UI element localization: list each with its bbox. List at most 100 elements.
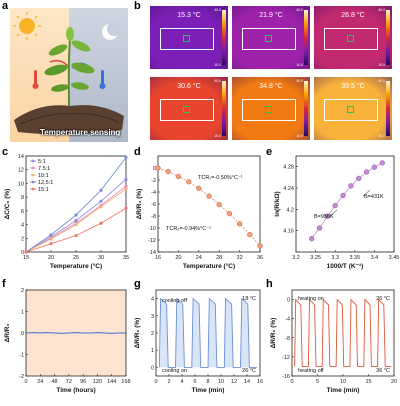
stability-line [25,332,126,334]
y-tick-label: -10 [148,226,156,232]
legend-marker [31,180,35,184]
data-point [74,213,78,217]
y-tick-label: 0 [153,166,156,172]
y-tick-label: -14 [148,250,156,256]
y-tick-label: 4.28 [283,165,294,171]
color-scale-bar [222,81,226,136]
annotation-temp-low: 26 °C [242,368,256,374]
y-tick-label: 0 [21,331,24,337]
x-axis-label: Temperature (°C) [50,262,102,270]
plant-icon [44,27,95,109]
color-scale-min: 10.0 [214,134,221,138]
y-tick-label: 6 [21,209,24,215]
x-axis-label: Time (min) [192,387,225,394]
color-scale-max: 40.0 [214,79,221,83]
x-tick-label: 48 [52,379,58,385]
panel-label-e: e [266,146,273,158]
x-tick-label: 16 [257,379,263,385]
y-tick-label: -12 [282,355,290,361]
x-tick-label: 72 [66,379,72,385]
data-point [155,165,161,171]
x-tick-label: 15 [365,379,371,385]
data-point [124,177,128,181]
x-tick-label: 0 [24,379,27,385]
fit-line [311,162,383,239]
x-tick-label: 5 [316,379,319,385]
x-tick-label: 3.3 [331,255,339,261]
thermometer-cold-icon [99,70,106,89]
y-tick-label: 0 [151,365,154,371]
data-point [196,185,202,192]
color-scale-bar [222,10,226,65]
y-tick-label: 0 [21,250,24,256]
legend-marker [31,187,35,191]
illustration-caption: Temperature sensing [40,128,121,137]
x-tick-label: 3.35 [349,255,360,261]
annotation-tcr1: TCR₁=-0.50%°C⁻¹ [198,175,243,181]
x-tick-label: 3.25 [310,255,321,261]
color-scale-bar [386,10,390,65]
data-point [236,221,243,227]
x-tick-label: 144 [107,379,116,385]
color-scale-min: 10.0 [378,134,385,138]
measurement-point [183,106,190,113]
annotation-b2: B=431K [364,194,384,200]
color-scale-max: 40.0 [378,8,385,12]
color-scale-min: 10.0 [214,63,221,67]
y-tick-label: -4 [151,190,156,196]
y-tick-label: 4 [21,223,24,229]
x-tick-label: 24 [196,255,202,261]
y-axis-label: ΔR/R₀ [4,324,11,343]
x-tick-label: 15 [23,255,29,261]
data-point [24,250,28,254]
data-point [49,237,53,241]
data-point [49,233,53,237]
x-tick-label: 3.2 [292,255,300,261]
x-tick-label: 20 [48,255,54,261]
measurement-box [324,99,378,121]
x-tick-label: 120 [93,379,102,385]
x-tick-label: 0 [154,379,157,385]
x-tick-label: 32 [237,255,243,261]
color-scale-max: 40.0 [296,8,303,12]
data-point [324,213,331,219]
data-point [74,218,78,223]
cycle-line [158,297,257,368]
panel-label-a: a [2,0,9,12]
data-point [348,183,354,189]
color-scale-bar [304,10,308,65]
data-point [257,243,263,249]
chart-c: 15 20 25 30 35 0 2 4 6 8 10 12 14 Temperature (°C) ΔC/… [4,154,129,270]
fit-line [157,167,261,247]
y-tick-label: 2 [21,236,24,242]
y-tick-label: -8 [151,214,156,220]
x-tick-label: 6 [193,379,196,385]
measurement-point [347,35,354,42]
y-tick-label: -8 [285,336,290,342]
y-tick-label: 4.16 [283,229,294,235]
color-scale-max: 40.0 [378,79,385,83]
thermal-reading: 34.8 °C [259,83,283,90]
thermal-image-2: 21.9 °C 40.0 10.0 [232,6,310,69]
x-axis-label: Temperature (°C) [183,262,235,270]
thermal-image-6: 39.5 °C 40.0 10.0 [314,77,392,140]
y-axis-label: ΔC/C₀ (%) [4,189,11,220]
data-point [216,201,222,208]
annotation-temp-low: 26 °C [376,296,390,302]
color-scale-bar [304,81,308,136]
legend-entry: 10:1 [38,173,49,179]
legend-marker [31,173,35,177]
thermal-image-grid: 15.3 °C 40.0 10.0 21.9 °C 40.0 10.0 26.8 °C 40.… [150,6,392,140]
annotation-cooling-on: cooling on [162,368,187,374]
annotation-arrow [362,189,371,197]
x-tick-label: 8 [206,379,209,385]
measurement-point [183,35,190,42]
annotation-tcr2: TCR₂=-0.94%°C⁻¹ [166,226,211,232]
y-axis-label: ΔR/R₀ (%) [136,189,143,220]
y-tick-label: 1 [21,310,24,316]
thermal-reading: 15.3 °C [177,12,201,19]
data-point [124,184,128,188]
color-scale-max: 40.0 [214,8,221,12]
y-axis-label: ln(R/kΩ) [274,191,281,216]
